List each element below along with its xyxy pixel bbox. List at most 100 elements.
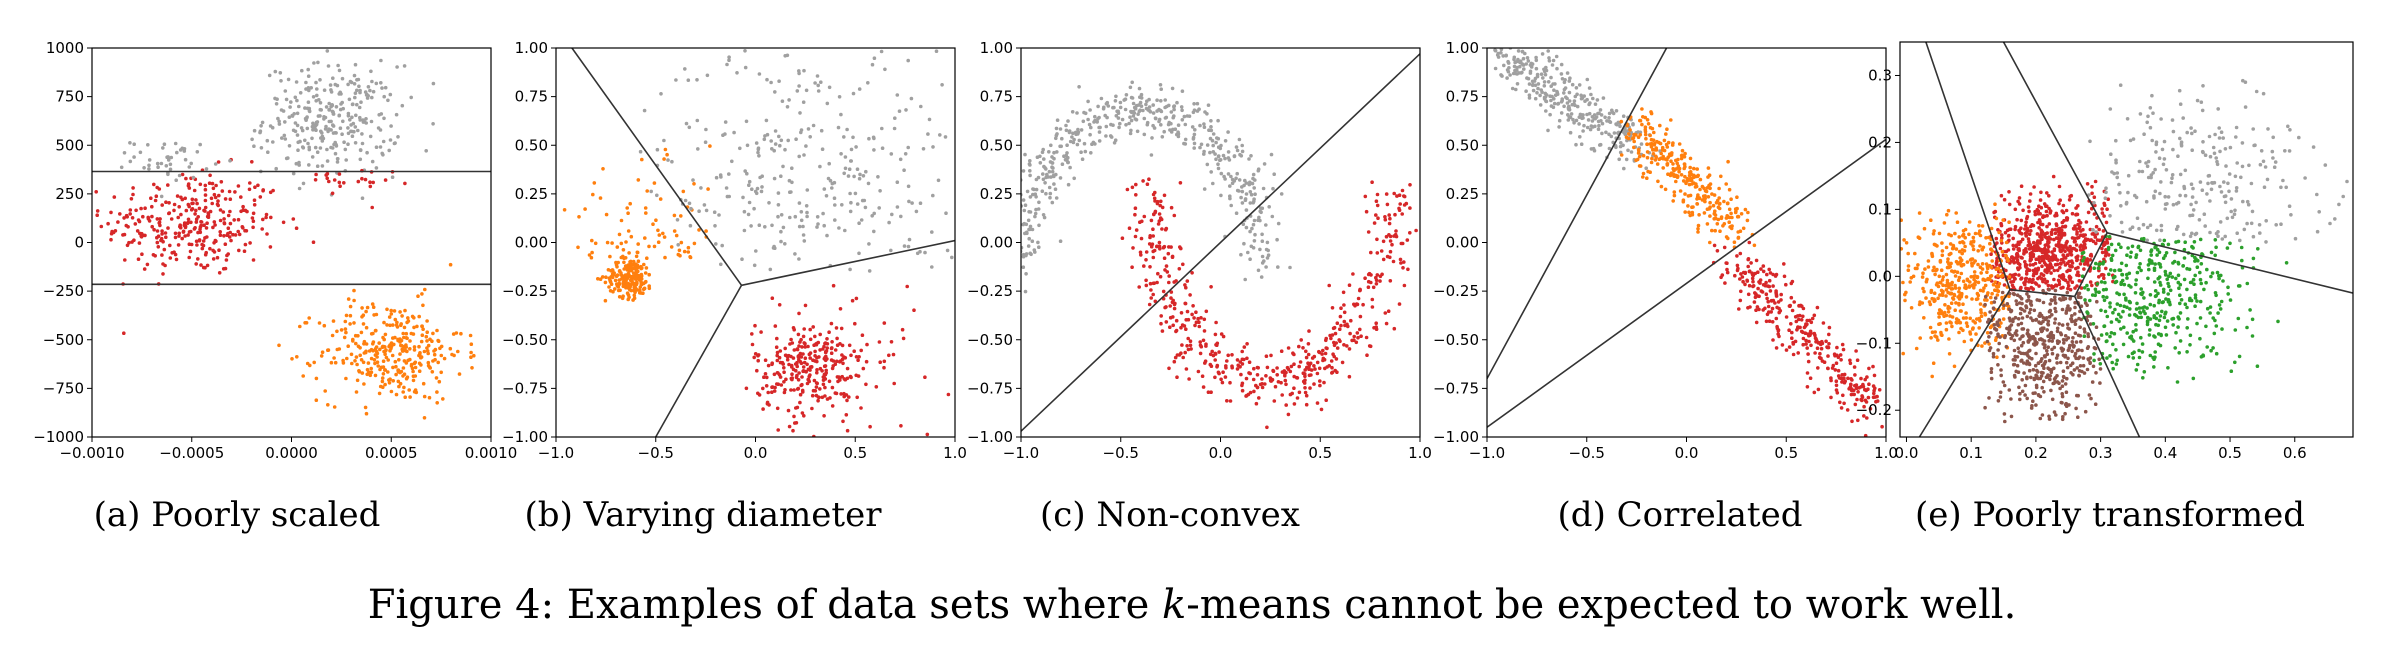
data-point bbox=[1924, 296, 1928, 300]
data-point bbox=[1746, 210, 1750, 215]
data-point bbox=[760, 174, 764, 178]
data-point bbox=[2049, 232, 2054, 236]
data-point bbox=[364, 349, 368, 354]
data-point bbox=[1358, 327, 1362, 332]
data-point bbox=[294, 226, 299, 230]
data-point bbox=[1182, 114, 1187, 119]
data-point bbox=[815, 225, 819, 229]
data-point bbox=[1904, 290, 1908, 295]
data-point bbox=[1863, 377, 1867, 382]
data-point bbox=[1950, 287, 1955, 291]
data-point bbox=[2058, 248, 2062, 253]
data-point bbox=[1574, 86, 1579, 90]
data-point bbox=[1493, 48, 1498, 53]
data-point bbox=[1134, 228, 1139, 232]
data-point bbox=[1240, 149, 1245, 154]
data-point bbox=[1006, 226, 1010, 230]
data-point bbox=[712, 210, 717, 214]
data-point bbox=[1979, 271, 1983, 275]
data-point bbox=[389, 389, 394, 394]
data-point bbox=[411, 374, 416, 379]
data-point bbox=[1028, 173, 1032, 178]
data-point bbox=[1133, 117, 1138, 121]
data-point bbox=[1191, 304, 1195, 308]
data-point bbox=[265, 138, 270, 143]
data-point bbox=[931, 145, 935, 149]
data-point bbox=[1166, 251, 1171, 256]
panel-c-plot: −1.0 −0.5 0.0 0.5 1.0−1.00−0.75−0.50−0.250.0… bbox=[967, 39, 1432, 462]
data-point bbox=[385, 307, 389, 312]
data-point bbox=[632, 285, 636, 290]
data-point bbox=[1767, 267, 1771, 272]
data-point bbox=[306, 87, 311, 92]
data-point bbox=[704, 127, 708, 132]
data-point bbox=[1055, 132, 1059, 136]
data-point bbox=[808, 356, 812, 360]
data-point bbox=[1696, 230, 1700, 234]
data-point bbox=[1979, 308, 1983, 312]
data-point bbox=[1701, 194, 1706, 198]
data-point bbox=[1025, 189, 1030, 194]
data-point bbox=[1183, 283, 1187, 287]
data-point bbox=[1567, 79, 1572, 83]
data-point bbox=[1959, 309, 1963, 313]
data-point bbox=[1716, 205, 1721, 210]
data-point bbox=[1949, 301, 1954, 306]
data-point bbox=[1190, 271, 1194, 275]
data-point bbox=[1765, 312, 1770, 317]
data-point bbox=[839, 326, 844, 331]
data-point bbox=[261, 217, 265, 222]
data-point bbox=[824, 350, 828, 354]
data-point bbox=[345, 356, 349, 361]
data-point bbox=[305, 115, 309, 119]
data-point bbox=[1345, 322, 1349, 327]
data-point bbox=[1554, 54, 1559, 59]
x-tick-label: 1.0 bbox=[1408, 444, 1432, 462]
data-point bbox=[1944, 288, 1949, 292]
data-point bbox=[359, 330, 364, 335]
data-point bbox=[383, 332, 388, 337]
data-point bbox=[2061, 274, 2066, 279]
data-point bbox=[813, 349, 817, 354]
data-point bbox=[1013, 221, 1017, 225]
data-point bbox=[1158, 247, 1162, 251]
data-point bbox=[1649, 111, 1654, 116]
data-point bbox=[879, 49, 884, 54]
data-point bbox=[1754, 320, 1759, 325]
data-point bbox=[341, 361, 346, 365]
data-point bbox=[1790, 330, 1794, 335]
data-point bbox=[823, 385, 827, 390]
data-point bbox=[2053, 231, 2058, 235]
data-point bbox=[1239, 195, 1243, 200]
data-point bbox=[616, 288, 621, 293]
data-point bbox=[745, 143, 750, 148]
data-point bbox=[1255, 373, 1260, 377]
data-point bbox=[822, 187, 827, 191]
data-point bbox=[1727, 207, 1732, 212]
data-point bbox=[829, 321, 834, 326]
data-point bbox=[870, 62, 875, 67]
data-point bbox=[1960, 251, 1964, 256]
data-point bbox=[1929, 336, 1933, 340]
data-point bbox=[769, 139, 773, 143]
data-point bbox=[1530, 83, 1535, 88]
data-point bbox=[365, 372, 370, 377]
data-point bbox=[2082, 262, 2087, 266]
data-point bbox=[258, 129, 263, 133]
data-point bbox=[1535, 72, 1540, 77]
data-point bbox=[1622, 166, 1626, 171]
data-point bbox=[119, 165, 124, 170]
data-point bbox=[370, 302, 375, 306]
data-point bbox=[775, 406, 780, 411]
data-point bbox=[304, 321, 309, 325]
data-point bbox=[895, 93, 900, 97]
data-point bbox=[786, 138, 790, 143]
data-point bbox=[1745, 278, 1749, 283]
data-point bbox=[1754, 308, 1758, 313]
data-point bbox=[1075, 142, 1080, 147]
data-point bbox=[369, 332, 374, 336]
data-point bbox=[2067, 198, 2072, 202]
data-point bbox=[301, 181, 306, 186]
data-point bbox=[770, 147, 774, 151]
data-point bbox=[1285, 365, 1290, 370]
